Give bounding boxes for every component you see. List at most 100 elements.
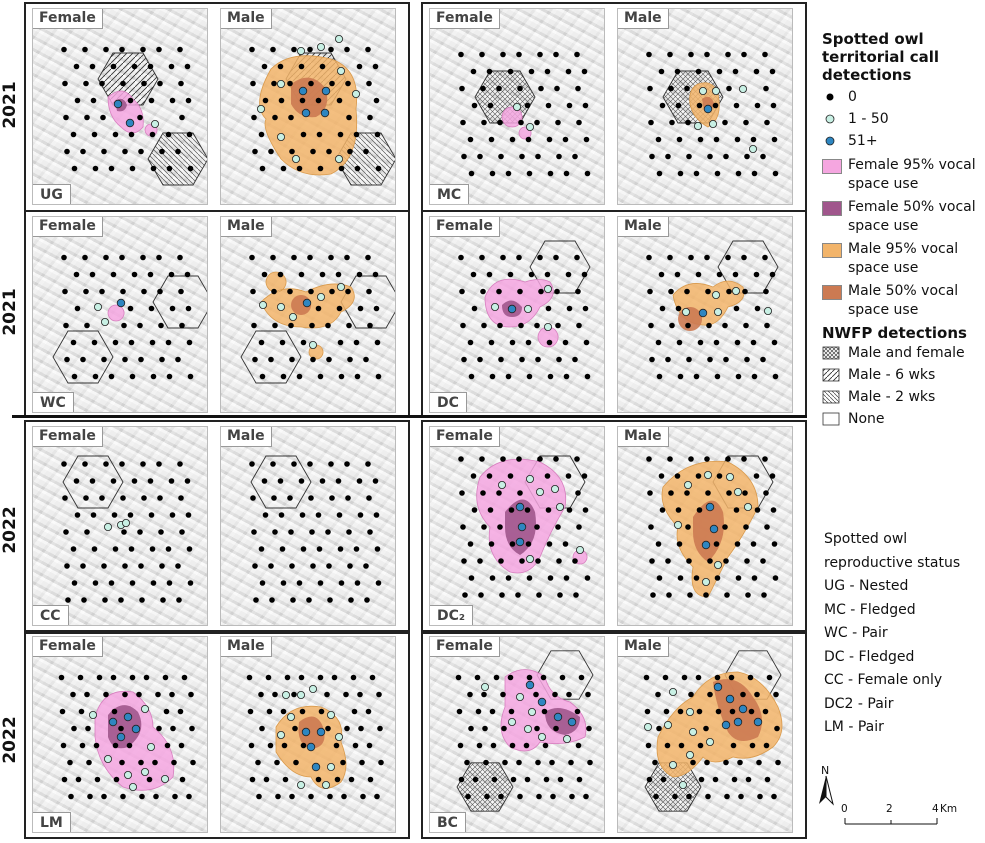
detection-point-zero <box>268 148 274 155</box>
detection-point-zero <box>534 119 540 126</box>
detection-point-zero <box>669 322 675 329</box>
detection-point-zero <box>707 153 713 160</box>
map-panel-ug-female: Female UG <box>32 8 208 205</box>
detection-point-zero <box>656 575 663 581</box>
scale-tick-2: 2 <box>886 803 893 815</box>
detection-point-zero <box>84 114 90 121</box>
detection-point-zero <box>581 473 588 479</box>
detection-point-high <box>108 717 118 727</box>
detection-point-zero <box>89 271 96 278</box>
detection-point-zero <box>345 80 351 87</box>
detection-point-zero <box>559 674 566 681</box>
detection-point-zero <box>316 131 323 138</box>
site-code-label: UG <box>33 184 71 204</box>
detection-point-zero <box>509 742 516 749</box>
detection-point-zero <box>187 580 194 586</box>
detection-point-zero <box>169 305 176 312</box>
map-panel-wc-male: Male <box>220 216 396 413</box>
detection-point-low <box>317 43 326 52</box>
detection-point-zero <box>359 759 365 766</box>
detection-point-low <box>763 307 772 316</box>
detection-point-zero <box>63 114 69 121</box>
detection-point-low <box>327 711 336 720</box>
detection-point-zero <box>140 254 146 261</box>
detection-point-zero <box>267 742 274 749</box>
detection-point-zero <box>471 507 478 513</box>
detection-point-zero <box>563 575 570 581</box>
detection-point-zero <box>319 63 326 70</box>
panel-sex-label: Male <box>618 217 669 237</box>
detection-point-zero <box>547 373 554 380</box>
detection-point-zero <box>572 356 578 363</box>
detection-point-zero <box>507 68 514 75</box>
detection-point-zero <box>350 674 357 681</box>
detection-point-zero <box>456 708 463 715</box>
detection-point-low <box>277 80 286 89</box>
detection-point-low <box>526 475 535 484</box>
detection-point-zero <box>169 691 175 698</box>
detection-point-high <box>113 99 123 109</box>
detection-point-zero <box>372 271 379 278</box>
detection-point-zero <box>497 119 503 126</box>
detection-point-low <box>94 303 103 312</box>
detection-point-zero <box>499 592 505 598</box>
detection-point-zero <box>139 793 145 800</box>
detection-point-zero <box>149 546 156 552</box>
detection-point-zero <box>136 691 142 698</box>
crosshatch-icon <box>822 345 844 361</box>
detection-point-zero <box>119 46 125 53</box>
detection-point-zero <box>693 373 700 380</box>
detection-point-zero <box>170 725 176 732</box>
detection-point-zero <box>508 507 515 513</box>
detection-point-zero <box>101 148 107 155</box>
detection-point-zero <box>572 153 578 160</box>
detection-point-zero <box>137 529 143 535</box>
detection-point-zero <box>713 541 720 547</box>
detection-point-zero <box>763 288 769 295</box>
detection-point-zero <box>358 725 364 732</box>
detection-point-zero <box>574 51 580 58</box>
detection-point-zero <box>667 254 673 261</box>
detection-point-zero <box>70 131 77 138</box>
detection-point-zero <box>179 529 185 535</box>
detection-point-high <box>515 537 525 547</box>
detection-point-zero <box>82 254 88 261</box>
detection-point-zero <box>479 456 485 462</box>
detection-point-zero <box>518 119 524 126</box>
detection-point-zero <box>482 725 488 732</box>
detection-point-zero <box>185 512 192 518</box>
detection-point-zero <box>325 529 331 535</box>
detection-point-zero <box>293 759 299 766</box>
detection-point-zero <box>696 708 703 715</box>
detection-point-zero <box>536 592 542 598</box>
year-label-row3: 2022 <box>0 506 20 554</box>
detection-point-zero <box>575 85 581 92</box>
detection-point-zero <box>707 558 713 564</box>
detection-point-low <box>277 731 286 740</box>
detection-point-zero <box>568 759 574 766</box>
detection-point-zero <box>280 708 287 715</box>
site-code-label: LM <box>33 812 71 832</box>
detection-point-zero <box>537 456 543 462</box>
detection-point-zero <box>695 68 702 75</box>
detection-point-zero <box>99 288 105 295</box>
detection-point-low <box>516 693 525 702</box>
detection-point-zero <box>129 165 136 172</box>
detection-point-low <box>699 87 708 96</box>
detection-point-zero <box>356 271 363 278</box>
detection-point-zero <box>707 356 713 363</box>
detection-point-zero <box>280 373 287 380</box>
detection-point-zero <box>278 512 285 518</box>
detection-point-high <box>301 727 311 737</box>
detection-point-high <box>301 108 311 118</box>
detection-point-zero <box>356 63 363 70</box>
detection-point-zero <box>655 339 662 346</box>
detection-point-zero <box>457 742 464 749</box>
detection-point-zero <box>258 131 265 138</box>
detection-point-zero <box>575 490 581 496</box>
detection-point-zero <box>552 691 558 698</box>
detection-point-zero <box>309 322 315 329</box>
detection-point-zero <box>177 708 184 715</box>
detection-point-zero <box>461 356 467 363</box>
detection-point-low <box>714 308 723 317</box>
